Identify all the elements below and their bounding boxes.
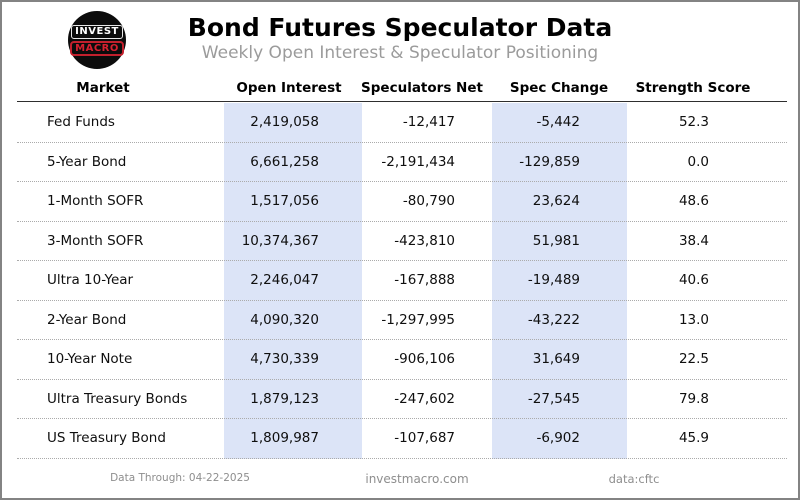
investmacro-logo-icon: INVEST MACRO (68, 11, 126, 69)
column-header-speculators-net: Speculators Net (361, 80, 483, 96)
open-interest-cell: 1,809,987 (250, 430, 319, 447)
open-interest-cell: 2,246,047 (250, 272, 319, 289)
spec-change-cell: 51,981 (532, 232, 580, 249)
table-row: US Treasury Bond 1,809,987 -107,687 -6,902 4… (17, 419, 787, 459)
open-interest-cell: 4,090,320 (250, 311, 319, 328)
strength-score-cell: 40.6 (678, 272, 709, 289)
market-cell: Ultra 10-Year (47, 272, 134, 289)
market-cell: 3-Month SOFR (47, 232, 144, 249)
open-interest-cell: 6,661,258 (250, 153, 319, 170)
spec-change-cell: -5,442 (536, 114, 580, 131)
market-cell: Fed Funds (47, 114, 115, 131)
spec-change-cell: 23,624 (532, 193, 580, 210)
table-body: Fed Funds 2,419,058 -12,417 -5,442 52.3 5-Yea… (17, 103, 787, 459)
table-row: Fed Funds 2,419,058 -12,417 -5,442 52.3 (17, 103, 787, 143)
open-interest-cell: 10,374,367 (241, 232, 319, 249)
strength-score-cell: 52.3 (678, 114, 709, 131)
logo-macro-text: MACRO (70, 40, 124, 56)
spec-change-cell: -129,859 (519, 153, 580, 170)
speculators-net-cell: -1,297,995 (381, 311, 455, 328)
spec-change-cell: -19,489 (527, 272, 580, 289)
table-row: 2-Year Bond 4,090,320 -1,297,995 -43,222 13.… (17, 301, 787, 340)
market-cell: 10-Year Note (47, 351, 133, 368)
column-header-strength-score: Strength Score (635, 80, 751, 96)
speculators-net-cell: -423,810 (394, 232, 455, 249)
open-interest-cell: 2,419,058 (250, 114, 319, 131)
speculators-net-cell: -906,106 (394, 351, 455, 368)
speculators-net-cell: -247,602 (394, 390, 455, 407)
speculators-net-cell: -107,687 (394, 430, 455, 447)
table-row: Ultra Treasury Bonds 1,879,123 -247,602 -27… (17, 380, 787, 419)
speculators-net-cell: -80,790 (402, 193, 455, 210)
spec-change-cell: -43,222 (527, 311, 580, 328)
spec-change-cell: -27,545 (527, 390, 580, 407)
market-cell: 2-Year Bond (47, 311, 127, 328)
column-header-market: Market (76, 80, 130, 96)
header-divider (17, 101, 787, 102)
table-row: Ultra 10-Year 2,246,047 -167,888 -19,489 40.… (17, 261, 787, 301)
open-interest-cell: 1,517,056 (250, 193, 319, 210)
market-cell: Ultra Treasury Bonds (47, 390, 188, 407)
open-interest-cell: 1,879,123 (250, 390, 319, 407)
spec-change-cell: 31,649 (532, 351, 580, 368)
page-subtitle: Weekly Open Interest & Speculator Positi… (201, 43, 599, 63)
strength-score-cell: 79.8 (678, 390, 709, 407)
strength-score-cell: 38.4 (678, 232, 709, 249)
speculators-net-cell: -167,888 (394, 272, 455, 289)
data-source-note: data:cftc (608, 472, 660, 486)
data-through-note: Data Through: 04-22-2025 (110, 472, 250, 484)
strength-score-cell: 13.0 (678, 311, 709, 328)
open-interest-cell: 4,730,339 (250, 351, 319, 368)
strength-score-cell: 45.9 (678, 430, 709, 447)
column-header-open-interest: Open Interest (236, 80, 342, 96)
market-cell: 5-Year Bond (47, 153, 127, 170)
column-header-spec-change: Spec Change (509, 80, 609, 96)
market-cell: 1-Month SOFR (47, 193, 144, 210)
table-row: 5-Year Bond 6,661,258 -2,191,434 -129,859 0.… (17, 143, 787, 182)
strength-score-cell: 0.0 (687, 153, 709, 170)
website-note: investmacro.com (365, 472, 469, 486)
market-cell: US Treasury Bond (47, 430, 166, 447)
spec-change-cell: -6,902 (536, 430, 580, 447)
table-row: 3-Month SOFR 10,374,367 -423,810 51,981 38.4 (17, 222, 787, 261)
strength-score-cell: 22.5 (678, 351, 709, 368)
strength-score-cell: 48.6 (678, 193, 709, 210)
speculators-net-cell: -12,417 (402, 114, 455, 131)
logo-invest-text: INVEST (71, 24, 123, 39)
table-row: 1-Month SOFR 1,517,056 -80,790 23,624 48.6 (17, 182, 787, 222)
page-title: Bond Futures Speculator Data (187, 13, 613, 42)
speculators-net-cell: -2,191,434 (381, 153, 455, 170)
column-highlight-open-interest (224, 103, 362, 459)
table-row: 10-Year Note 4,730,339 -906,106 31,649 22.5 (17, 340, 787, 380)
column-highlight-spec-change (492, 103, 627, 459)
